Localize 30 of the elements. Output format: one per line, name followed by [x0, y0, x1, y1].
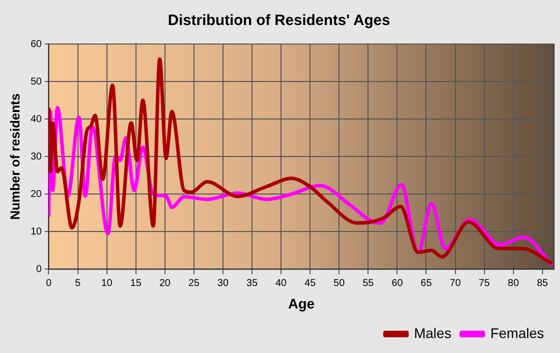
legend-label: Females: [490, 324, 544, 341]
y-tick-label: 10: [30, 226, 42, 238]
x-tick-label: 35: [246, 278, 258, 289]
x-axis-title: Age: [288, 295, 315, 312]
x-tick-label: 10: [101, 278, 113, 289]
x-tick-label: 30: [217, 278, 229, 289]
y-tick-label: 20: [30, 188, 42, 200]
x-tick-label: 45: [304, 278, 316, 289]
x-tick-label: 25: [188, 278, 200, 289]
chart-title: Distribution of Residents' Ages: [168, 12, 390, 30]
x-tick-label: 80: [508, 278, 520, 289]
x-tick-label: 65: [420, 278, 432, 289]
y-tick-label: 40: [30, 114, 42, 125]
x-tick-label: 55: [362, 278, 374, 289]
x-tick-label: 60: [392, 278, 404, 289]
x-tick-label: 40: [275, 278, 288, 289]
y-tick-label: 30: [30, 151, 42, 162]
x-tick-label: 70: [450, 278, 462, 289]
x-tick-label: 15: [130, 278, 142, 289]
y-tick-label: 50: [30, 76, 42, 88]
x-tick-label: 20: [159, 278, 171, 289]
y-tick-label: 60: [30, 38, 42, 50]
x-tick-label: 75: [478, 278, 490, 289]
x-tick-label: 5: [74, 278, 81, 289]
y-axis-title: Number of residents: [7, 93, 22, 220]
x-tick-label: 85: [536, 278, 548, 289]
y-tick-label: 0: [36, 264, 42, 275]
x-tick-label: 0: [46, 278, 52, 289]
x-tick-label: 50: [334, 278, 346, 289]
legend-label: Males: [414, 324, 452, 341]
